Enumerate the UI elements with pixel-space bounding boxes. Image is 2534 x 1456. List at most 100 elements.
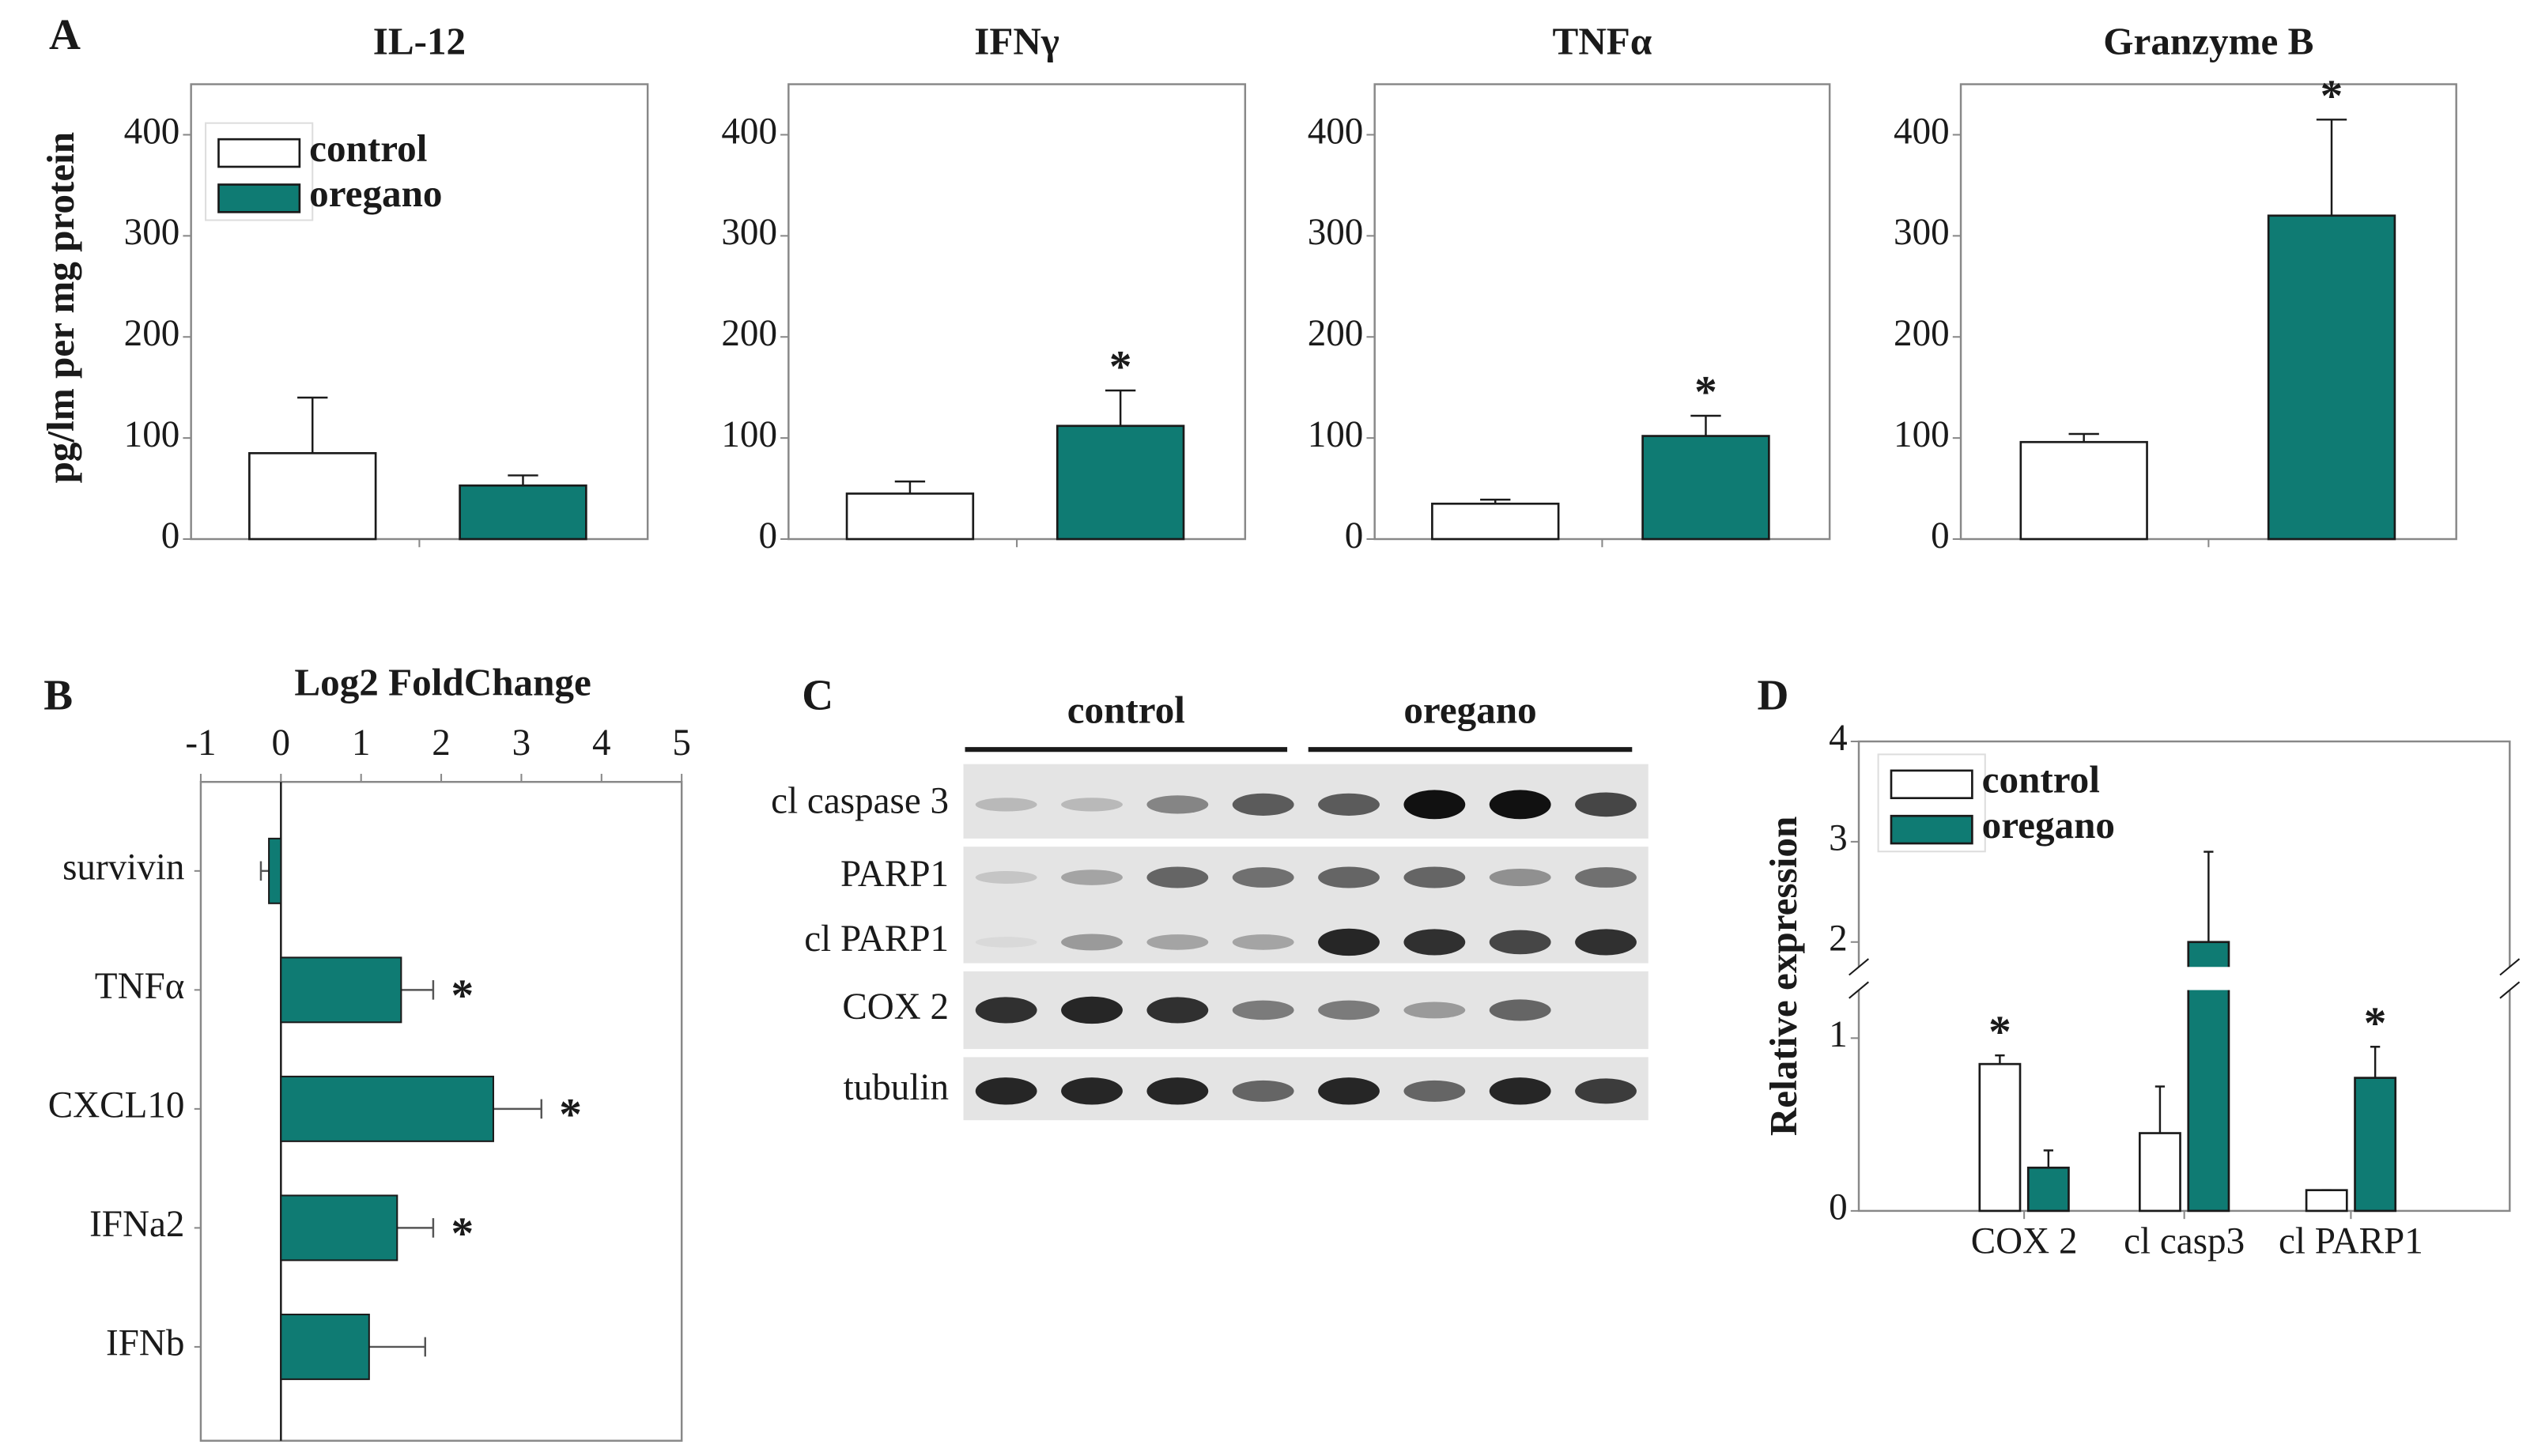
significance-marker: * (1988, 1007, 2011, 1057)
blot-band (1489, 1077, 1551, 1105)
row-label: COX 2 (842, 986, 949, 1028)
bar (1056, 424, 1185, 541)
axis-break (1849, 967, 2520, 990)
blot-band (975, 871, 1037, 885)
y-tick-label: 4 (1829, 718, 1848, 759)
y-tick-label: 0 (1829, 1187, 1848, 1228)
bar (459, 484, 587, 541)
row-label: PARP1 (840, 854, 949, 895)
y-tick-label: 400 (124, 111, 180, 152)
blot-band (1318, 1077, 1380, 1105)
blot-band (1403, 929, 1466, 956)
blot-band (1489, 790, 1551, 820)
y-tick-label: 300 (1308, 212, 1364, 253)
axis-break-mark (1849, 981, 1869, 999)
chart-title: IFNγ (974, 20, 1059, 63)
bar (1431, 502, 1560, 541)
blot-band (1318, 928, 1380, 956)
x-tick-label: 4 (592, 722, 611, 764)
chart-title: Granzyme B (2103, 20, 2313, 63)
y-tick-label: 400 (1894, 111, 1950, 152)
bar (280, 1313, 370, 1380)
x-axis-label: Log2 FoldChange (294, 661, 591, 704)
legend-label: control (1982, 758, 2100, 802)
row-label: cl PARP1 (804, 918, 949, 960)
bar (2354, 1077, 2397, 1213)
blot-band (1061, 934, 1123, 951)
blot-band (1232, 934, 1294, 950)
panel-label: A (49, 10, 81, 58)
chart-title: IL-12 (373, 20, 466, 63)
significance-marker: * (559, 1089, 582, 1139)
y-tick-label: 100 (1894, 414, 1950, 455)
y-tick-label: 200 (721, 313, 777, 354)
blot-band (1318, 866, 1380, 888)
blot-band (1575, 1078, 1637, 1104)
significance-marker: * (451, 971, 474, 1020)
significance-marker: * (2364, 998, 2387, 1048)
y-tick-label: IFNb (106, 1323, 184, 1364)
blot-band (1575, 792, 1637, 817)
y-tick-label: IFNa2 (89, 1204, 184, 1245)
blot-band (1403, 1080, 1466, 1102)
legend-swatch (1890, 769, 1973, 800)
y-tick-label: 3 (1829, 818, 1848, 859)
blot-band (1146, 997, 1209, 1024)
legend-label: control (309, 126, 427, 170)
y-tick-label: CXCL10 (48, 1085, 185, 1126)
x-tick-label: 0 (272, 722, 291, 764)
blot-band (1318, 793, 1380, 816)
blot-band (1232, 867, 1294, 888)
blot-band (1061, 1077, 1123, 1105)
blot-band (1232, 1080, 1294, 1102)
blot-band (1403, 866, 1466, 888)
significance-marker: * (1694, 368, 1717, 417)
bar (280, 1194, 398, 1262)
blot-band (1489, 868, 1551, 887)
x-tick-label: cl PARP1 (2279, 1221, 2423, 1262)
bar (2267, 214, 2396, 541)
blot-band (1061, 869, 1123, 885)
row-label: tubulin (844, 1067, 949, 1108)
x-tick-label: -1 (185, 722, 216, 764)
y-axis-label: Relative expression (1762, 817, 1805, 1136)
legend-swatch (1890, 814, 1973, 845)
blot-band (975, 1077, 1037, 1105)
blot-band (1489, 930, 1551, 955)
bar (280, 956, 402, 1024)
bar (2026, 1166, 2070, 1213)
blot-band (1232, 793, 1294, 816)
y-tick-label: 200 (124, 313, 180, 354)
y-tick-label: 100 (721, 414, 777, 455)
bar (845, 492, 975, 541)
legend-swatch (217, 138, 301, 168)
y-tick-label: 200 (1308, 313, 1364, 354)
significance-marker: * (2321, 71, 2343, 121)
y-tick-label: 0 (1931, 515, 1950, 556)
row-label: cl caspase 3 (771, 781, 949, 822)
blot-band (1146, 1077, 1209, 1105)
blot-band (975, 798, 1037, 812)
blot-band (1318, 1000, 1380, 1020)
y-tick-label: 0 (758, 515, 777, 556)
x-tick-label: 1 (352, 722, 371, 764)
axis-break-mark (1849, 958, 1869, 976)
x-tick-label: cl casp3 (2124, 1221, 2245, 1262)
legend-label: oregano (309, 172, 442, 215)
y-tick-label: survivin (62, 847, 184, 888)
y-tick-label: 300 (124, 212, 180, 253)
x-tick-label: 3 (512, 722, 531, 764)
bar (1978, 1062, 2022, 1213)
panel-label: D (1758, 670, 1789, 719)
blot-band (1489, 999, 1551, 1021)
y-tick-label: 1 (1829, 1014, 1848, 1055)
y-tick-label: TNFα (95, 966, 185, 1007)
blot-band (1403, 1001, 1466, 1019)
y-tick-label: 0 (161, 515, 180, 556)
significance-marker: * (1109, 342, 1132, 392)
panel-label: C (802, 670, 833, 719)
blot-band (975, 997, 1037, 1024)
blot-band (1575, 929, 1637, 956)
bar (1641, 435, 1770, 541)
